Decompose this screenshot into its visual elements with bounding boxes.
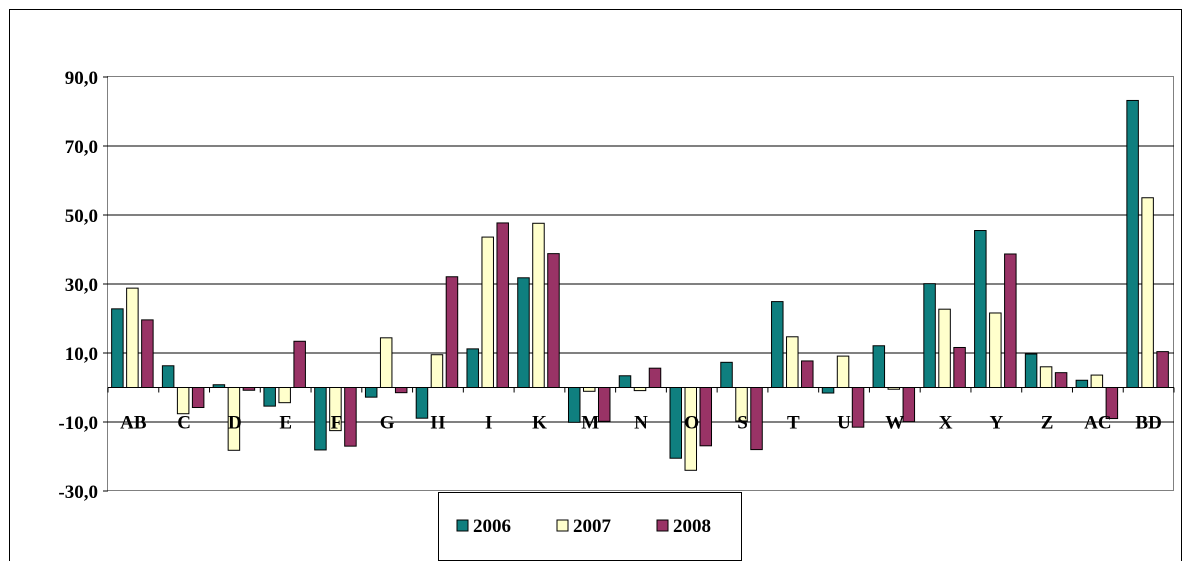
y-tick-label: 90,0 <box>65 68 98 89</box>
bar-AB-2008 <box>141 319 154 389</box>
y-tick-label: -30,0 <box>58 482 98 503</box>
bar-T-2006 <box>771 301 784 388</box>
y-axis-ticks: -30,0 -10,0 10,0 30,0 50,0 70,0 90,0 <box>58 68 108 503</box>
bar-C-2008 <box>191 387 205 409</box>
bar-N-2006 <box>618 375 632 388</box>
bar-H-2007 <box>430 354 444 389</box>
bar-BD-2006 <box>1126 99 1139 389</box>
bar-Z-2007 <box>1039 366 1053 388</box>
bar-Z-2006 <box>1024 353 1038 389</box>
bar-BD-2007 <box>1141 197 1154 388</box>
bar-F-2006 <box>314 387 327 451</box>
x-tick-label: AC <box>1084 413 1111 434</box>
bar-C-2007 <box>176 387 190 415</box>
x-tick-label: C <box>177 413 191 434</box>
bar-G-2006 <box>364 387 378 398</box>
y-tick-label: 50,0 <box>65 206 98 227</box>
x-tick-label: H <box>431 413 446 434</box>
x-tick-label: E <box>279 413 292 434</box>
x-tick-label: G <box>380 413 395 434</box>
bar-T-2008 <box>801 360 814 388</box>
x-tick-label: F <box>331 413 343 434</box>
bar-U-2007 <box>836 355 850 389</box>
x-tick-label: W <box>885 413 904 434</box>
x-tick-label: K <box>532 413 547 434</box>
bar-G-2008 <box>394 387 408 394</box>
bar-O-2006 <box>669 387 683 459</box>
bar-G-2007 <box>379 337 393 389</box>
legend-box <box>438 492 742 561</box>
bar-I-2007 <box>481 236 494 388</box>
bar-W-2008 <box>902 387 916 423</box>
bar-X-2007 <box>938 308 951 388</box>
bar-AB-2006 <box>111 308 124 388</box>
legend-swatch-2006 <box>456 519 469 532</box>
legend-swatch-2007 <box>556 519 569 532</box>
bar-AC-2006 <box>1075 379 1089 389</box>
legend: 2006 2007 2008 <box>438 492 742 561</box>
bar-E-2007 <box>278 387 291 404</box>
x-tick-label: U <box>837 413 851 434</box>
bar-H-2008 <box>445 276 459 389</box>
bar-M-2006 <box>567 387 581 423</box>
bar-AB-2007 <box>126 287 139 389</box>
x-tick-label: T <box>787 413 800 434</box>
x-tick-label: N <box>634 413 648 434</box>
x-tick-label: AB <box>120 413 147 434</box>
x-tick-label: Y <box>989 413 1003 434</box>
bar-Y-2007 <box>989 312 1002 389</box>
bar-X-2008 <box>953 346 966 389</box>
x-tick-label: S <box>737 413 748 434</box>
y-tick-label: 10,0 <box>65 344 98 365</box>
bar-O-2008 <box>699 387 713 447</box>
legend-label-2007: 2007 <box>573 516 612 537</box>
x-axis-ticks: AB C D E F G H I K M N O S T U W X Y Z AC BD <box>107 387 1175 434</box>
y-tick-label: -10,0 <box>58 413 98 434</box>
bar-H-2006 <box>415 387 429 419</box>
bar-Z-2008 <box>1054 372 1068 389</box>
x-tick-label: I <box>485 413 492 434</box>
x-tick-label: M <box>581 413 599 434</box>
bar-C-2006 <box>161 365 175 389</box>
legend-label-2006: 2006 <box>473 516 511 537</box>
bar-E-2008 <box>293 340 306 388</box>
bar-Y-2008 <box>1004 253 1017 388</box>
bar-S-2006 <box>720 361 733 389</box>
bar-W-2006 <box>872 345 886 389</box>
x-tick-label: O <box>684 413 699 434</box>
bar-F-2008 <box>344 387 357 447</box>
bar-K-2007 <box>532 222 545 388</box>
bar-I-2006 <box>466 348 479 388</box>
bar-T-2007 <box>786 336 799 389</box>
x-tick-label: X <box>939 413 953 434</box>
x-tick-label: BD <box>1135 413 1161 434</box>
bar-S-2008 <box>750 387 763 451</box>
y-tick-label: 30,0 <box>65 275 98 296</box>
legend-label-2008: 2008 <box>673 516 711 537</box>
x-tick-label: Z <box>1041 413 1054 434</box>
bar-M-2007 <box>582 387 596 392</box>
bar-K-2008 <box>547 253 560 388</box>
bar-I-2008 <box>496 222 509 388</box>
bar-K-2006 <box>517 277 530 389</box>
bar-BD-2008 <box>1156 351 1169 388</box>
bars <box>111 99 1169 471</box>
bar-E-2006 <box>263 387 276 407</box>
bar-M-2008 <box>597 387 611 422</box>
bar-U-2006 <box>821 387 835 394</box>
bar-Y-2006 <box>974 230 987 388</box>
bar-N-2008 <box>648 367 662 388</box>
x-tick-label: D <box>228 413 242 434</box>
bar-AC-2007 <box>1090 374 1104 388</box>
bar-X-2006 <box>923 283 936 388</box>
legend-swatch-2008 <box>656 519 669 532</box>
bar-U-2008 <box>851 387 865 428</box>
y-tick-label: 70,0 <box>65 137 98 158</box>
